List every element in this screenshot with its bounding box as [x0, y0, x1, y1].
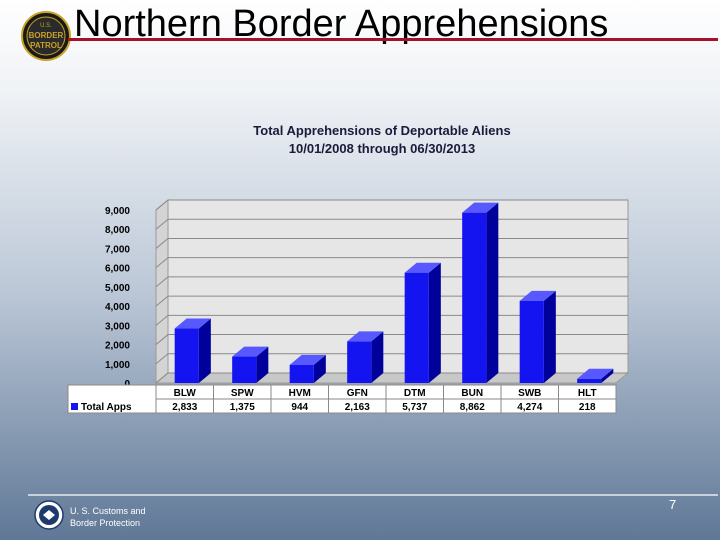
data-label: 4,274	[517, 402, 542, 413]
y-tick-label: 1,000	[105, 360, 130, 371]
x-tick-label: DTM	[404, 388, 426, 399]
gridline	[155, 199, 628, 211]
bar-top	[347, 331, 384, 342]
bar-side	[601, 368, 614, 383]
border-patrol-badge-logo: U.S. BORDER PATROL	[20, 10, 72, 62]
bar	[404, 272, 429, 383]
footer-agency-name: U. S. Customs and Border Protection	[70, 505, 146, 529]
bar	[347, 341, 372, 383]
footer-divider	[28, 494, 718, 496]
data-label: 5,737	[402, 402, 427, 413]
y-tick-label: 9,000	[105, 206, 130, 217]
chart-title-line-1: Total Apprehensions of Deportable Aliens	[253, 123, 510, 138]
bar-top	[577, 368, 614, 379]
y-tick-label: 7,000	[105, 244, 130, 255]
bar	[462, 212, 487, 383]
bar	[289, 364, 314, 383]
y-tick-label: 6,000	[105, 264, 130, 275]
chart-floor	[154, 372, 630, 384]
x-tick-label: HVM	[289, 388, 311, 399]
apprehensions-bar-chart: Total Apprehensions of Deportable Aliens…	[67, 123, 630, 414]
data-label: 218	[579, 402, 596, 413]
data-label: 2,163	[345, 402, 370, 413]
bar-top	[174, 318, 211, 329]
bar-side	[256, 346, 269, 383]
bar-side	[543, 290, 556, 383]
footer-line-1: U. S. Customs and	[70, 506, 146, 516]
svg-text:BORDER: BORDER	[29, 31, 64, 40]
chart-title-line-2: 10/01/2008 through 06/30/2013	[289, 141, 475, 156]
footer-line-2: Border Protection	[70, 518, 141, 528]
y-tick-label: 4,000	[105, 302, 130, 313]
bar-top	[232, 346, 269, 357]
x-tick-label: GFN	[347, 388, 368, 399]
bar	[519, 300, 544, 383]
bar-side	[486, 202, 499, 383]
x-tick-label: SPW	[231, 388, 254, 399]
svg-text:U.S.: U.S.	[40, 23, 52, 29]
bar-side	[198, 318, 211, 383]
x-tick-label: BUN	[461, 388, 483, 399]
bar-top	[404, 262, 441, 273]
x-tick-label: BLW	[174, 388, 197, 399]
x-tick-label: HLT	[578, 388, 597, 399]
bar	[174, 328, 199, 383]
bar-top	[289, 354, 326, 365]
dhs-seal-icon	[34, 500, 64, 530]
bar-side	[428, 262, 441, 383]
data-label: 1,375	[230, 402, 255, 413]
y-tick-label: 3,000	[105, 321, 130, 332]
legend-label: Total Apps	[81, 402, 132, 413]
y-tick-label: 2,000	[105, 341, 130, 352]
data-label: 2,833	[172, 402, 197, 413]
page-number: 7	[669, 497, 677, 512]
chart-back-wall	[167, 199, 629, 374]
y-tick-label: 8,000	[105, 225, 130, 236]
bar	[577, 378, 602, 383]
svg-text:PATROL: PATROL	[30, 41, 62, 50]
y-tick-label: 5,000	[105, 283, 130, 294]
bar	[232, 356, 257, 383]
bar-side	[371, 331, 384, 383]
bar-top	[462, 202, 499, 213]
data-label: 944	[291, 402, 308, 413]
legend-swatch	[71, 403, 78, 410]
bar-top	[519, 290, 556, 301]
title-divider	[68, 38, 718, 41]
x-tick-label: SWB	[518, 388, 541, 399]
data-label: 8,862	[460, 402, 485, 413]
bar-side	[313, 354, 326, 383]
